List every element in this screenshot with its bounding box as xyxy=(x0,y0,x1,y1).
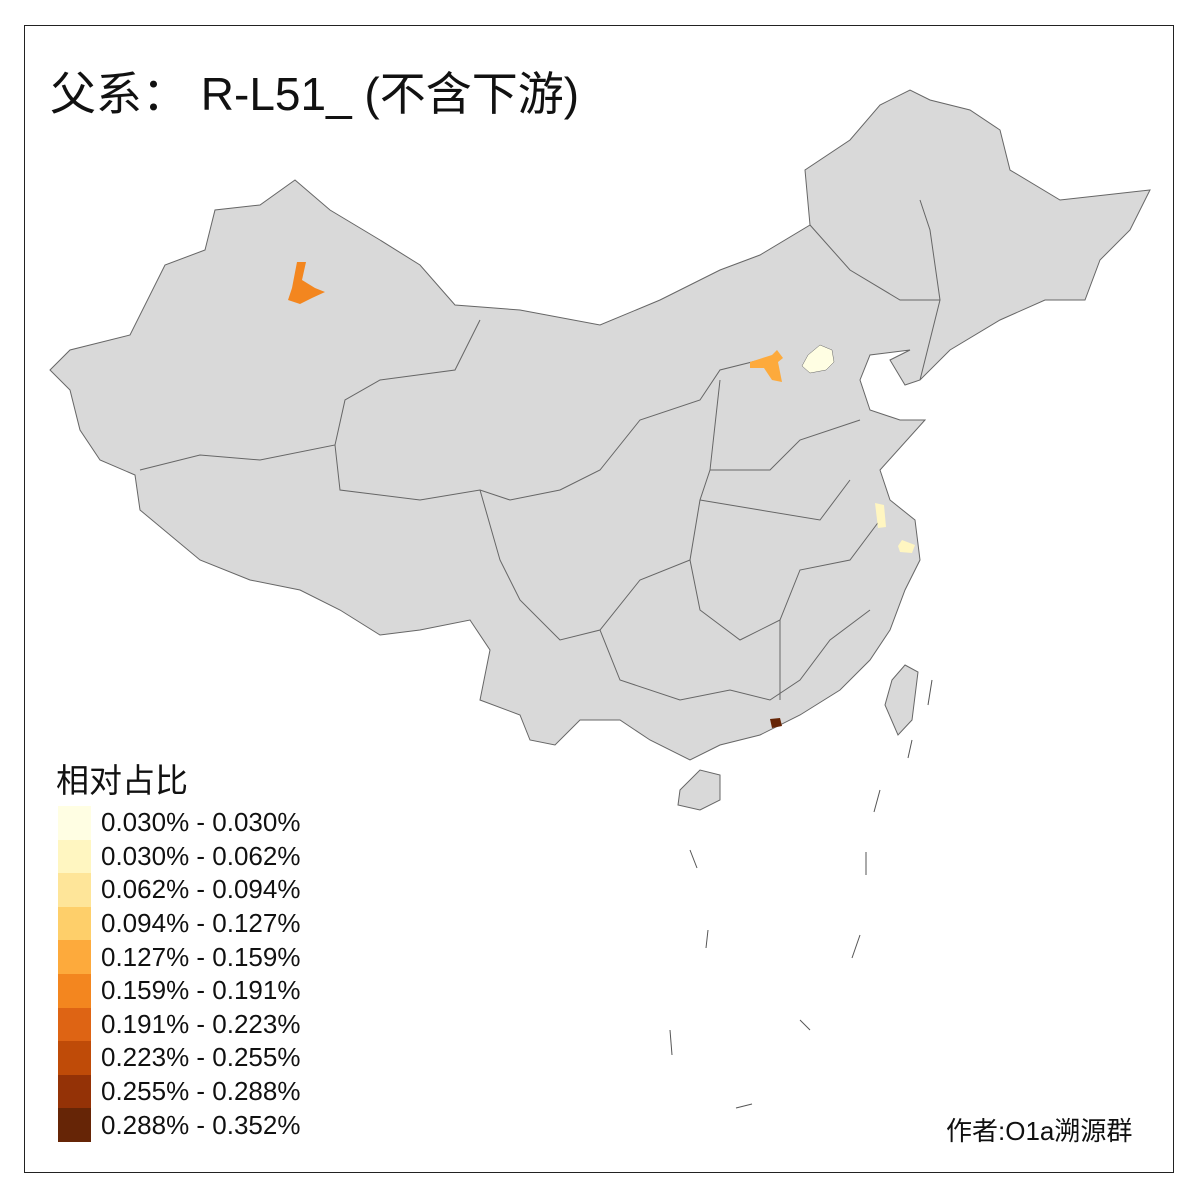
legend-swatch xyxy=(58,1007,91,1042)
legend-swatch xyxy=(58,839,91,874)
author-credit: 作者:O1a溯源群 xyxy=(946,1116,1133,1146)
mainland-china xyxy=(49,89,1151,761)
legend-label: 0.288% - 0.352% xyxy=(101,1109,301,1140)
map-frame xyxy=(24,25,1174,1173)
legend-swatch xyxy=(58,806,91,840)
legend-item: 0.159% - 0.191% xyxy=(58,973,301,1008)
legend-item: 0.191% - 0.223% xyxy=(58,1007,301,1042)
legend-item: 0.094% - 0.127% xyxy=(58,906,301,941)
region-shanghai xyxy=(898,540,915,553)
legend-label: 0.094% - 0.127% xyxy=(101,908,301,939)
legend-label: 0.223% - 0.255% xyxy=(101,1042,301,1073)
legend-label: 0.127% - 0.159% xyxy=(101,941,301,972)
region-jiangsu xyxy=(875,503,886,528)
legend-label: 0.030% - 0.062% xyxy=(101,840,301,871)
region-xinjiang-north xyxy=(288,262,325,304)
province-borders xyxy=(139,199,941,701)
region-beijing xyxy=(801,344,835,374)
legend-swatch xyxy=(58,973,91,1008)
legend-item: 0.223% - 0.255% xyxy=(58,1041,300,1075)
legend-item: 0.030% - 0.062% xyxy=(58,839,301,874)
legend-swatch xyxy=(58,873,91,907)
hainan-island xyxy=(677,769,721,811)
legend-item: 0.288% - 0.352% xyxy=(58,1108,300,1142)
legend-label: 0.191% - 0.223% xyxy=(101,1008,301,1039)
taiwan-island xyxy=(884,664,919,736)
legend-item: 0.127% - 0.159% xyxy=(58,940,300,974)
legend-label: 0.159% - 0.191% xyxy=(101,975,301,1006)
region-inner-mongolia-hohhot xyxy=(750,350,783,382)
legend: 0.030% - 0.030% 0.030% - 0.062% 0.062% - 0… xyxy=(58,806,300,1142)
map-title: 父系： R-L51_ (不含下游) xyxy=(50,68,580,120)
legend-item: 0.030% - 0.030% xyxy=(58,806,300,840)
legend-title: 相对占比 xyxy=(56,761,188,800)
legend-label: 0.030% - 0.030% xyxy=(101,807,301,838)
legend-swatch xyxy=(58,1074,91,1109)
legend-label: 0.255% - 0.288% xyxy=(101,1076,301,1107)
legend-item: 0.062% - 0.094% xyxy=(58,873,300,907)
legend-swatch xyxy=(58,1108,91,1142)
legend-item: 0.255% - 0.288% xyxy=(58,1074,301,1109)
south-sea-islands xyxy=(669,679,933,1109)
legend-swatch xyxy=(58,906,91,941)
legend-swatch xyxy=(58,1041,91,1075)
region-guangdong xyxy=(770,718,782,728)
legend-label: 0.062% - 0.094% xyxy=(101,874,301,905)
legend-swatch xyxy=(58,940,91,974)
